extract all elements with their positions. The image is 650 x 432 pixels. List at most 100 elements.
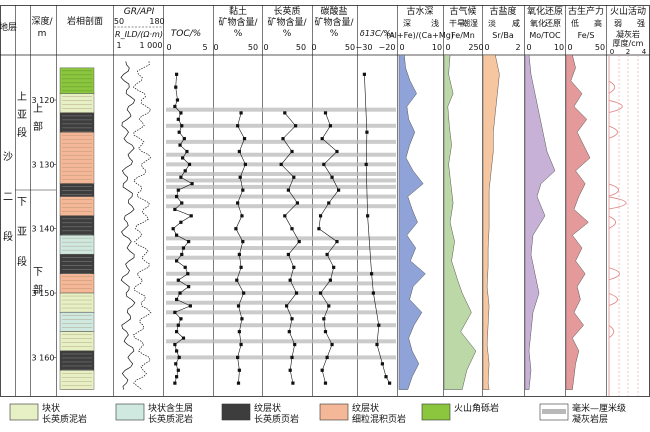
- header-carbonate-min: 0: [311, 43, 316, 52]
- legend-label-3-1: 细粒混积页岩: [352, 413, 406, 425]
- depth-axis: 3 120 3 130 3 140 3 150 3 160: [32, 96, 56, 362]
- series-point-toc-15: [190, 182, 194, 186]
- legend-label-3-0: 纹层状: [352, 402, 379, 414]
- header-paleo-salinity-scale-max: 2: [515, 43, 520, 52]
- tuff-thickness-7: [608, 293, 618, 306]
- series-point-toc-20: [189, 214, 193, 218]
- header-paleo-depth-low: 深: [403, 19, 411, 28]
- header-felsic-max: 50: [296, 43, 306, 52]
- tuff-band-15: [166, 291, 396, 296]
- series-point-toc-2: [175, 98, 180, 102]
- header-d13c-min: −30: [356, 43, 373, 52]
- series-point-d13c-4: [370, 272, 374, 276]
- tuff-band-18: [166, 323, 396, 328]
- legend-label-0-1: 长英质泥岩: [42, 413, 87, 425]
- series-point-toc-17: [175, 194, 179, 199]
- curve-tracks: [120, 54, 639, 396]
- header-paleo-climate-label: Fe/Mn: [451, 31, 475, 40]
- header-paleo-depth-title: 古水深: [406, 5, 433, 17]
- series-point-clay-17: [237, 330, 241, 334]
- header-volcanic-high: 强: [637, 19, 645, 28]
- series-point-felsic-2: [281, 137, 285, 141]
- series-point-toc-25: [181, 246, 186, 250]
- series-point-felsic-12: [292, 265, 296, 269]
- strata-upper-sub-1: 亚: [17, 110, 27, 121]
- header-felsic-l2: 矿物含量/: [267, 16, 307, 28]
- series-point-toc-29: [186, 272, 190, 276]
- tuff-band-1: [166, 123, 396, 128]
- header-paleo-salinity-title: 古盐度: [489, 5, 516, 17]
- tuff-band-9: [166, 204, 396, 209]
- header-productivity-low: 低: [571, 18, 579, 28]
- series-point-felsic-19: [290, 355, 294, 359]
- series-point-toc-43: [174, 362, 178, 366]
- series-point-toc-42: [177, 355, 181, 359]
- series-point-toc-30: [176, 278, 180, 282]
- header-volcanic-low: 弱: [614, 19, 622, 28]
- legend: 块状长英质泥岩块状含生屑长英质泥岩纹层状长英质页岩纹层状细粒混积页岩火山角砾岩毫…: [9, 402, 626, 425]
- tuff-band-5: [166, 172, 396, 177]
- series-point-toc-3: [173, 104, 177, 109]
- series-point-carb-17: [323, 330, 328, 334]
- series-point-toc-18: [180, 201, 184, 205]
- series-point-clay-18: [239, 342, 243, 347]
- series-point-carb-0: [323, 111, 328, 115]
- header-felsic-l3: %: [283, 29, 292, 39]
- series-point-toc-1: [174, 85, 178, 89]
- tuff-thickness-0: [608, 80, 616, 94]
- tuff-band-13: [166, 271, 396, 276]
- tuff-layer-bands: [166, 107, 396, 360]
- series-point-felsic-17: [287, 330, 291, 334]
- strata-upper-part-0: 上: [33, 103, 43, 115]
- legend-label-0-0: 块状: [42, 402, 60, 414]
- tuff-band-17: [166, 310, 396, 315]
- series-point-clay-2: [242, 137, 247, 141]
- series-point-clay-5: [238, 175, 242, 179]
- series-point-toc-31: [187, 285, 191, 289]
- header-d13c-max: −20: [379, 43, 396, 52]
- header-tuff-scale-2: 4: [642, 48, 647, 56]
- series-line-clay: [235, 112, 246, 384]
- tuff-band-16: [166, 300, 396, 305]
- series-line-carb: [318, 112, 339, 384]
- tuff-band-3: [166, 152, 396, 157]
- header-clay-max: 50: [248, 43, 258, 52]
- series-point-carb-12: [332, 265, 336, 269]
- header-tuff-scale-1: 2: [626, 48, 630, 56]
- series-point-toc-4: [179, 111, 183, 115]
- series-point-toc-32: [178, 291, 182, 295]
- strata-lower-part-0: 下: [33, 267, 43, 278]
- tuff-thickness-1: [608, 100, 623, 113]
- series-point-clay-20: [237, 368, 241, 372]
- series-point-toc-5: [176, 117, 180, 121]
- depth-tick-label-2: 3 140: [32, 225, 55, 234]
- area-srba: [482, 54, 500, 390]
- tuff-thickness-4: [608, 196, 627, 210]
- series-point-felsic-16: [290, 317, 294, 321]
- legend-label-1-0: 块状含生屑: [148, 402, 193, 414]
- series-point-felsic-20: [288, 368, 292, 372]
- header-tuff-label-1: 凝灰岩: [616, 29, 640, 39]
- header-redox-label: Mo/TOC: [529, 31, 561, 40]
- series-point-carb-13: [328, 278, 332, 282]
- header-productivity-scale-max: 50: [595, 43, 605, 52]
- series-point-d13c-3: [366, 214, 370, 218]
- series-point-toc-39: [181, 336, 186, 340]
- series-point-toc-23: [175, 233, 179, 237]
- header-paleo-climate-high: 潮湿: [462, 18, 478, 28]
- series-point-d13c-9: [384, 375, 388, 379]
- series-point-clay-1: [236, 124, 240, 128]
- series-point-d13c-8: [380, 362, 384, 366]
- depth-tick-label-0: 3 120: [32, 96, 55, 105]
- header-gr-min: 50: [114, 17, 124, 26]
- series-point-toc-24: [187, 239, 191, 244]
- series-point-toc-7: [177, 130, 181, 134]
- series-point-d13c-10: [388, 381, 392, 385]
- header-felsic-l1: 长英质: [273, 5, 300, 17]
- tuff-layer-swatch: [542, 409, 566, 414]
- series-point-toc-33: [175, 297, 179, 302]
- header-lithology: 岩相剖面: [67, 15, 103, 27]
- series-point-carb-21: [323, 381, 328, 385]
- series-point-toc-21: [179, 220, 183, 224]
- series-point-clay-13: [235, 278, 239, 282]
